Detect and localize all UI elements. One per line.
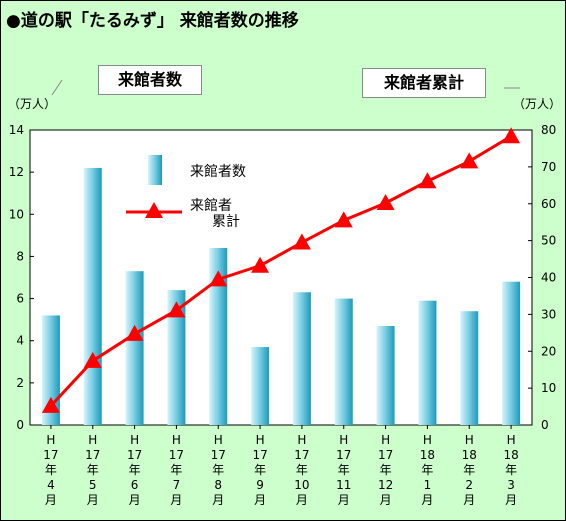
- bar-6: [251, 347, 270, 425]
- x-tick-label: H 17 年 5 月: [85, 433, 100, 507]
- x-tick-label: H 17 年 7 月: [169, 433, 184, 507]
- cumulative-point-10: [418, 172, 437, 189]
- legend: 来館者数 来館者 累計: [126, 155, 246, 230]
- left-tick-label: 10: [9, 207, 24, 221]
- x-tick-label: H 17 年 9 月: [252, 433, 267, 507]
- bar-12: [502, 281, 521, 425]
- cumulative-point-6: [251, 256, 270, 273]
- chart-title: ●道の駅「たるみず」 来館者数の推移: [6, 11, 299, 31]
- cumulative-point-7: [292, 233, 311, 250]
- bar-3: [125, 271, 144, 425]
- left-tick-label: 2: [16, 376, 24, 390]
- cumulative-point-11: [460, 152, 479, 169]
- x-tick-label: H 17 年 8 月: [211, 433, 226, 507]
- right-tick-label: 0: [541, 418, 549, 432]
- x-tick-label: H 17 年 12 月: [378, 433, 393, 507]
- left-tick-label: 12: [9, 165, 24, 179]
- legend-line-label-2: 累計: [212, 214, 240, 230]
- x-tick-label: H 17 年 11 月: [336, 433, 351, 507]
- left-tick-label: 14: [9, 123, 24, 137]
- x-tick-label: H 17 年 6 月: [127, 433, 142, 507]
- right-tick-label: 60: [541, 197, 556, 211]
- bar-1: [41, 315, 60, 425]
- right-axis-unit: （万人）: [513, 97, 561, 111]
- legend-bar-swatch: [148, 155, 162, 185]
- left-tick-label: 0: [16, 418, 24, 432]
- bar-10: [418, 300, 437, 425]
- right-series-label: 来館者累計: [362, 68, 486, 98]
- bar-7: [292, 292, 311, 425]
- right-tick-label: 40: [541, 271, 556, 285]
- left-tick-label: 6: [16, 292, 24, 306]
- cumulative-point-4: [167, 301, 186, 318]
- x-tick-label: H 18 年 3 月: [503, 433, 518, 507]
- x-tick-label: H 17 年 4 月: [43, 433, 58, 507]
- legend-line-label-1: 来館者: [190, 197, 232, 214]
- right-tick-label: 10: [541, 381, 556, 395]
- left-series-label: 来館者数: [98, 65, 202, 95]
- left-tick-label: 8: [16, 249, 24, 263]
- right-tick-label: 70: [541, 160, 556, 174]
- right-tick-label: 80: [541, 123, 556, 137]
- right-tick-label: 30: [541, 307, 556, 321]
- cumulative-point-8: [334, 211, 353, 228]
- left-axis-unit: （万人）: [8, 97, 56, 111]
- legend-bar-label: 来館者数: [190, 163, 246, 180]
- cumulative-point-9: [376, 194, 395, 211]
- cumulative-point-2: [83, 351, 102, 368]
- bar-4: [167, 290, 186, 425]
- bar-9: [376, 325, 395, 425]
- bar-2: [83, 167, 102, 425]
- legend-triangle-marker: [145, 202, 163, 218]
- plot-area: [29, 129, 533, 426]
- x-tick-label: H 18 年 2 月: [462, 433, 477, 507]
- cumulative-point-3: [125, 324, 144, 341]
- cumulative-point-12: [502, 127, 521, 144]
- cumulative-point-1: [41, 396, 60, 413]
- cumulative-point-5: [209, 270, 228, 287]
- right-tick-label: 20: [541, 344, 556, 358]
- bar-5: [209, 248, 228, 425]
- right-tick-label: 50: [541, 234, 556, 248]
- bar-11: [460, 311, 479, 425]
- bar-8: [334, 298, 353, 425]
- left-tick-label: 4: [16, 334, 24, 348]
- x-tick-label: H 17 年 10 月: [294, 433, 309, 507]
- x-tick-label: H 18 年 1 月: [420, 433, 435, 507]
- left-badge-leader: [51, 79, 63, 96]
